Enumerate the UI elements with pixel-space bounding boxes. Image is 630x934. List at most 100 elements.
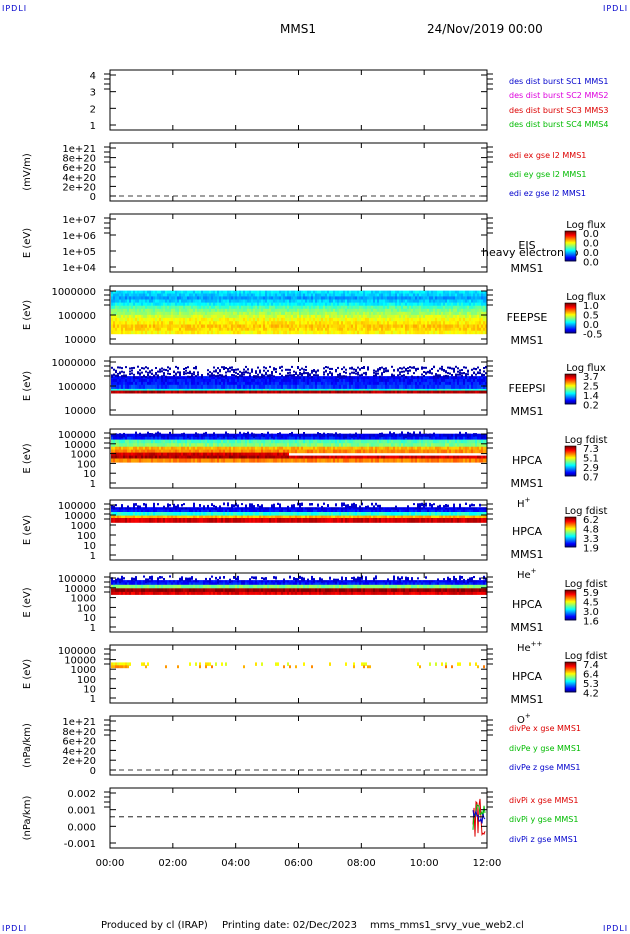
colorbar-frame: [564, 230, 577, 262]
legend-entry: divPi z gse MMS1: [509, 835, 578, 844]
x-axis-labels: 00:00 02:00 04:00 06:00 08:00 10:00 12:00: [96, 858, 502, 869]
panel-feepsi: 1000000 100000 10000 E (eV) FEEPSI MMS1 Log fl…: [22, 356, 606, 418]
y-tick-label: 1e+05: [62, 247, 96, 258]
colorbar-tick-label: 0.2: [583, 401, 599, 412]
y-tick-label: 0.002: [67, 789, 96, 800]
panel-divpi: 0.002 0.001 0.000 -0.001 (nPa/km) divPi x gse…: [22, 787, 578, 850]
y-tick-label: 1: [90, 623, 96, 634]
y-tick-label: 10000: [64, 511, 96, 522]
colorbar-tick-label: 7.4: [583, 660, 599, 671]
colorbar-tick-label: 0.0: [583, 229, 599, 240]
y-tick-label: 1000000: [51, 287, 96, 298]
spacecraft-label: MMS1: [511, 405, 544, 418]
y-tick-label: 100: [77, 675, 96, 686]
y-tick-label: 1: [90, 479, 96, 490]
legend-entry: edi ey gse l2 MMS1: [509, 170, 587, 179]
colorbar-tick-label: 3.0: [583, 607, 599, 618]
footer-produced-by: Produced by cl (IRAP): [101, 920, 208, 931]
species-label: H+: [517, 496, 531, 510]
x-tick-label: 06:00: [284, 858, 313, 869]
spacecraft-label: MMS1: [511, 477, 544, 490]
y-tick-label: 3: [90, 88, 96, 99]
y-tick-label: 0.001: [67, 806, 96, 817]
colorbar-tick-label: 5.9: [583, 588, 599, 599]
instrument-label: HPCA: [512, 454, 543, 467]
y-tick-label: 100: [77, 531, 96, 542]
x-tick-label: 12:00: [473, 858, 502, 869]
y-axis-label: E (eV): [22, 300, 33, 330]
colorbar-tick-label: 0.0: [583, 320, 599, 331]
y-tick-label: 10000: [64, 584, 96, 595]
colorbar-title: Log flux: [566, 292, 606, 303]
y-tick-label: 100000: [58, 574, 96, 585]
colorbar-tick-label: 1.4: [583, 391, 599, 402]
legend-entry: divPi y gse MMS1: [509, 815, 578, 824]
instrument-label: HPCA: [512, 598, 543, 611]
colorbar-tick-label: 0.7: [583, 473, 599, 484]
colorbar-tick-label: 2.9: [583, 463, 599, 474]
y-tick-label: 10: [83, 684, 96, 695]
y-axis-label: (mV/m): [22, 153, 33, 191]
colorbar-tick-label: 0.0: [583, 258, 599, 269]
colorbar-tick-label: 5.1: [583, 454, 599, 465]
colorbar-tick-label: 0.0: [583, 248, 599, 259]
y-tick-label: 10000: [64, 656, 96, 667]
y-tick-label: 10000: [64, 440, 96, 451]
colorbar-frame: [564, 516, 577, 548]
species-label: He+: [517, 567, 537, 581]
colorbar-title: Log fdist: [565, 579, 608, 590]
legend-entry: des dist burst SC4 MMS4: [509, 120, 608, 129]
y-tick-label: 4: [90, 71, 96, 82]
y-axis-label: E (eV): [22, 443, 33, 473]
y-tick-label: 1: [90, 121, 96, 132]
y-tick-label: 1000: [71, 450, 96, 461]
y-tick-label: 10: [83, 541, 96, 552]
colorbar-tick-label: 3.3: [583, 534, 599, 545]
legend-entry: des dist burst SC1 MMS1: [509, 77, 608, 86]
colorbar-tick-label: 4.8: [583, 525, 599, 536]
corner-label-bottom-right: IPDLI: [603, 924, 629, 933]
spacecraft-label: MMS1: [511, 621, 544, 634]
y-tick-label: 1000: [71, 594, 96, 605]
y-tick-label: 1000000: [51, 358, 96, 369]
colorbar-tick-label: 5.3: [583, 679, 599, 690]
corner-label-bottom-left: IPDLI: [2, 924, 28, 933]
colorbar-title: Log fdist: [565, 506, 608, 517]
y-tick-label: 4e+20: [62, 173, 96, 184]
y-tick-label: 4e+20: [62, 746, 96, 757]
x-tick-label: 10:00: [410, 858, 439, 869]
legend-entry: divPe y gse MMS1: [509, 744, 581, 753]
colorbar-frame: [564, 302, 577, 334]
footer-script-name: mms_mms1_srvy_vue_web2.cl: [370, 920, 524, 931]
y-tick-label: 1e+07: [62, 215, 96, 226]
y-tick-label: 10000: [64, 406, 96, 417]
colorbar-tick-label: 1.9: [583, 544, 599, 555]
y-tick-label: 6e+20: [62, 737, 96, 748]
overlay-text: heavy electron to: [482, 246, 579, 259]
instrument-label: EIS: [518, 239, 535, 252]
y-axis-label: E (eV): [22, 371, 33, 401]
legend-entry: divPe x gse MMS1: [509, 724, 581, 733]
y-axis-label: (nPa/km): [22, 796, 33, 841]
colorbar-tick-label: 6.2: [583, 515, 599, 526]
y-tick-label: 100: [77, 603, 96, 614]
y-axis-label: (nPa/km): [22, 723, 33, 768]
colorbar-tick-label: 4.5: [583, 598, 599, 609]
legend-entry: divPe z gse MMS1: [509, 763, 580, 772]
y-tick-label: 100000: [58, 382, 96, 393]
instrument-label: FEEPSI: [508, 382, 545, 395]
colorbar-tick-label: 2.5: [583, 382, 599, 393]
divpi-line-x: [472, 798, 486, 837]
spacecraft-label: MMS1: [511, 262, 544, 275]
y-tick-label: 1e+04: [62, 263, 96, 274]
y-tick-label: 0: [90, 192, 96, 203]
y-tick-label: 2: [90, 104, 96, 115]
colorbar-tick-label: 6.4: [583, 670, 599, 681]
x-tick-label: 00:00: [96, 858, 125, 869]
